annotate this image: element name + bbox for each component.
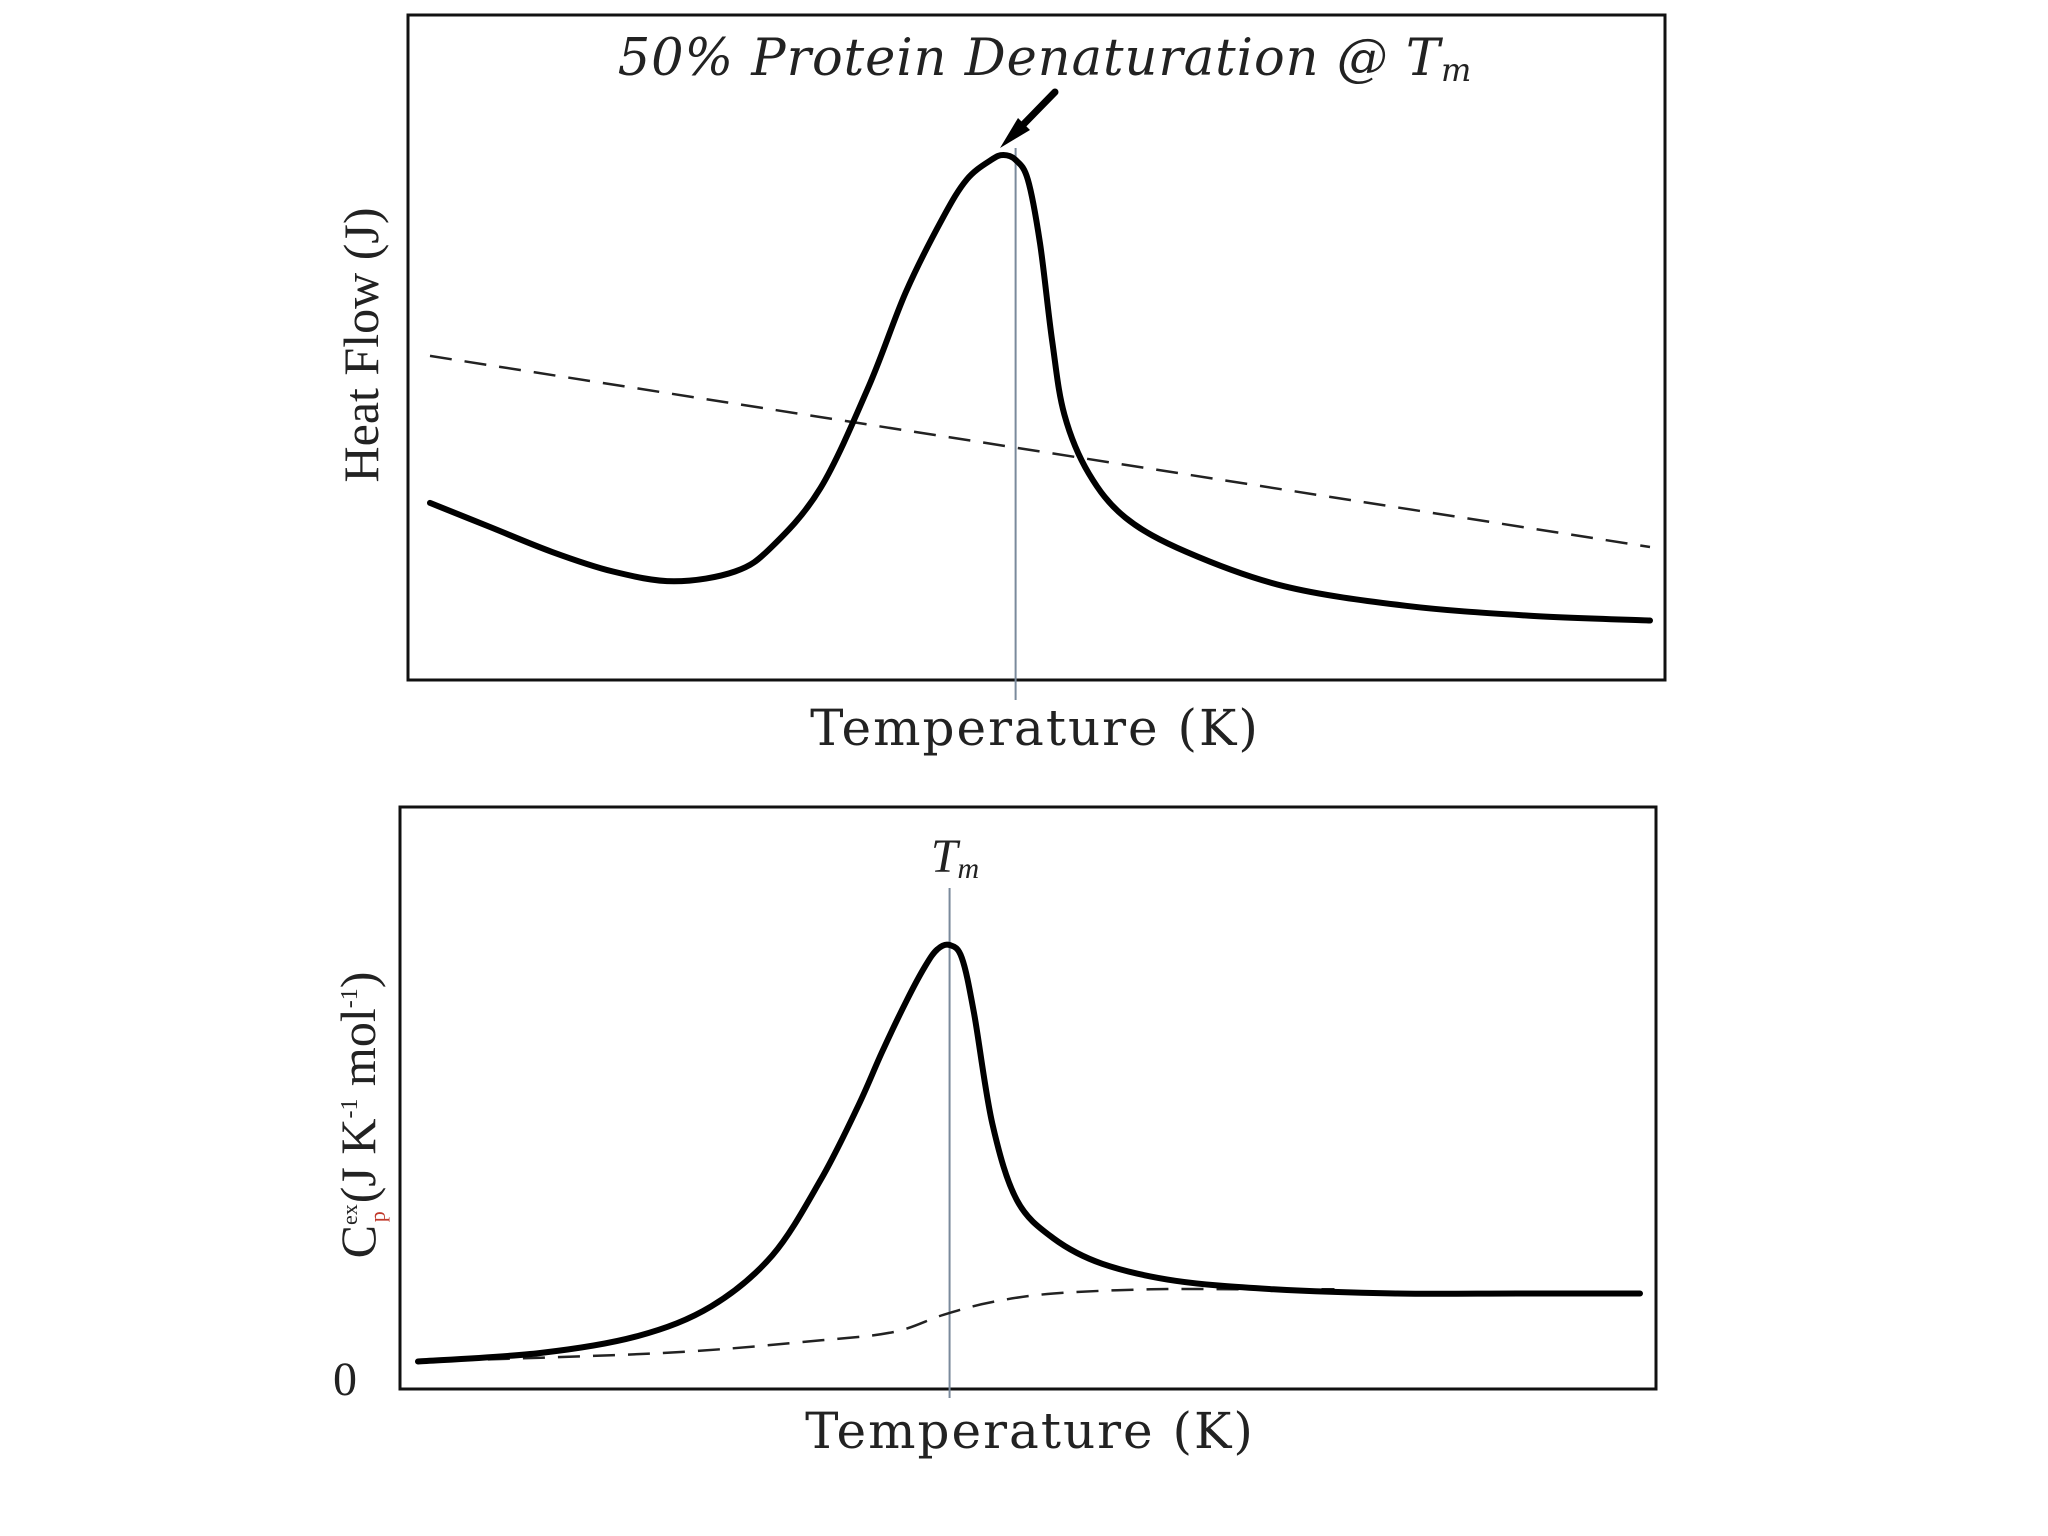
y-axis-label-unit-close: ) xyxy=(330,972,386,989)
y-axis-label-subscript: p xyxy=(365,1211,390,1222)
y-axis-label-top: Heat Flow (J) xyxy=(333,208,389,483)
chart-heat-flow: 50% Protein Denaturation @ Tm Temperatur… xyxy=(333,13,1667,757)
tm-label: Tm xyxy=(931,830,979,885)
y-axis-label-superscript: ex xyxy=(337,1204,362,1225)
tm-label-text: T xyxy=(931,830,961,883)
peak-arrow xyxy=(1000,88,1059,148)
y-axis-label-unit-mid: mol xyxy=(330,1008,386,1098)
series-excess-heat-capacity xyxy=(415,941,1643,1365)
x-axis-label-top: Temperature (K) xyxy=(810,699,1260,757)
y-axis-label-unit-sup1: -1 xyxy=(337,1099,363,1119)
series-baseline-bottom xyxy=(417,1287,1335,1363)
y-tick-zero: 0 xyxy=(333,1353,357,1406)
plot-frame-bottom xyxy=(398,805,1658,1391)
series-heat-flow xyxy=(427,152,1653,624)
y-axis-label-bottom: Cex p(J K-1 mol-1) xyxy=(330,972,390,1259)
chart-heat-capacity: Tm Temperature (K) 0 Cex p(J K-1 mol-1) xyxy=(330,805,1658,1460)
series-baseline-top xyxy=(429,354,1651,549)
chart-title-subscript: m xyxy=(1441,51,1472,89)
chart-title-top: 50% Protein Denaturation @ Tm xyxy=(618,29,1473,89)
tm-label-subscript: m xyxy=(958,852,980,885)
chart-title-text: 50% Protein Denaturation @ T xyxy=(618,29,1444,88)
plot-frame-top xyxy=(406,13,1667,682)
y-axis-label-unit-open: (J K xyxy=(330,1119,386,1204)
x-axis-label-bottom: Temperature (K) xyxy=(805,1402,1255,1460)
y-axis-label-unit-sup2: -1 xyxy=(337,988,363,1008)
y-axis-label-symbol: C xyxy=(330,1225,386,1258)
